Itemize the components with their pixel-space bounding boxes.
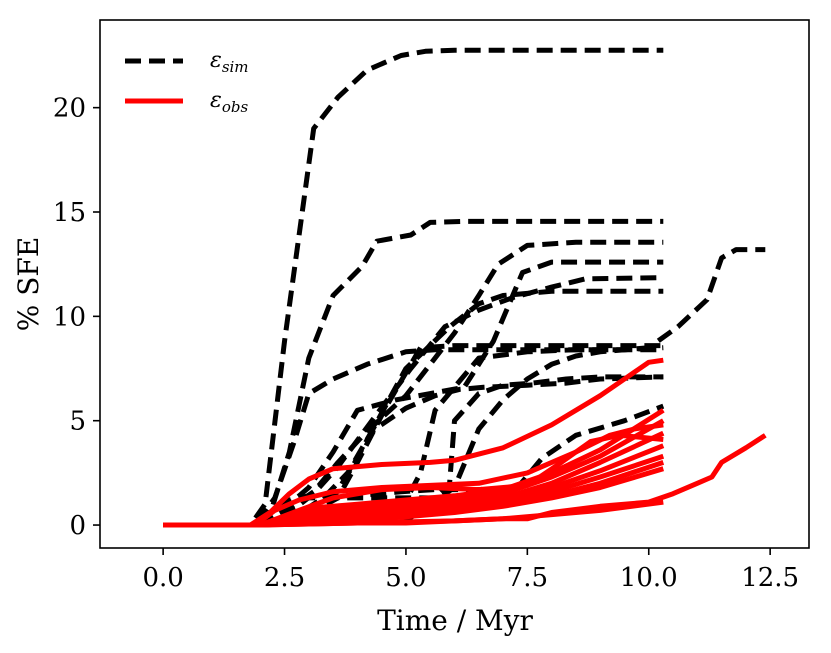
legend-sim-label: εsim bbox=[210, 48, 249, 76]
x-tick-label-5: 12.5 bbox=[741, 563, 799, 593]
obs-series-line-24 bbox=[163, 433, 767, 528]
series-layer bbox=[163, 47, 767, 528]
y-tick-label-4: 20 bbox=[53, 94, 86, 124]
y-tick-label-1: 5 bbox=[69, 407, 86, 437]
ticks-layer: 0.0 2.5 5.0 7.5 10.0 12.5 0 5 10 15 20 bbox=[53, 94, 799, 593]
sim-series-line-12 bbox=[163, 247, 766, 528]
y-axis-title: % SFE bbox=[12, 237, 45, 332]
sim-series-line-4 bbox=[163, 239, 664, 528]
y-tick-label-2: 10 bbox=[53, 302, 86, 332]
sim-series-line-2 bbox=[163, 347, 664, 528]
x-tick-label-2: 5.0 bbox=[385, 563, 426, 593]
y-tick-label-0: 0 bbox=[69, 511, 86, 541]
legend-obs-subscript: obs bbox=[222, 98, 249, 116]
sim-series-line-9 bbox=[163, 403, 665, 528]
legend: εsim εobs bbox=[125, 48, 249, 116]
x-tick-label-0: 0.0 bbox=[142, 563, 183, 593]
x-axis-title: Time / Myr bbox=[377, 604, 533, 637]
legend-obs-label: εobs bbox=[210, 88, 248, 116]
x-tick-label-3: 7.5 bbox=[507, 563, 548, 593]
y-tick-label-3: 15 bbox=[53, 198, 86, 228]
plot-frame bbox=[99, 19, 810, 549]
obs-series-line-13 bbox=[163, 357, 664, 528]
x-tick-label-4: 10.0 bbox=[620, 563, 678, 593]
sim-series-line-0 bbox=[163, 47, 664, 528]
legend-sim-subscript: sim bbox=[222, 58, 249, 76]
x-tick-label-1: 2.5 bbox=[264, 563, 305, 593]
legend-obs-symbol: ε bbox=[210, 88, 222, 113]
legend-sim-symbol: ε bbox=[210, 48, 222, 73]
